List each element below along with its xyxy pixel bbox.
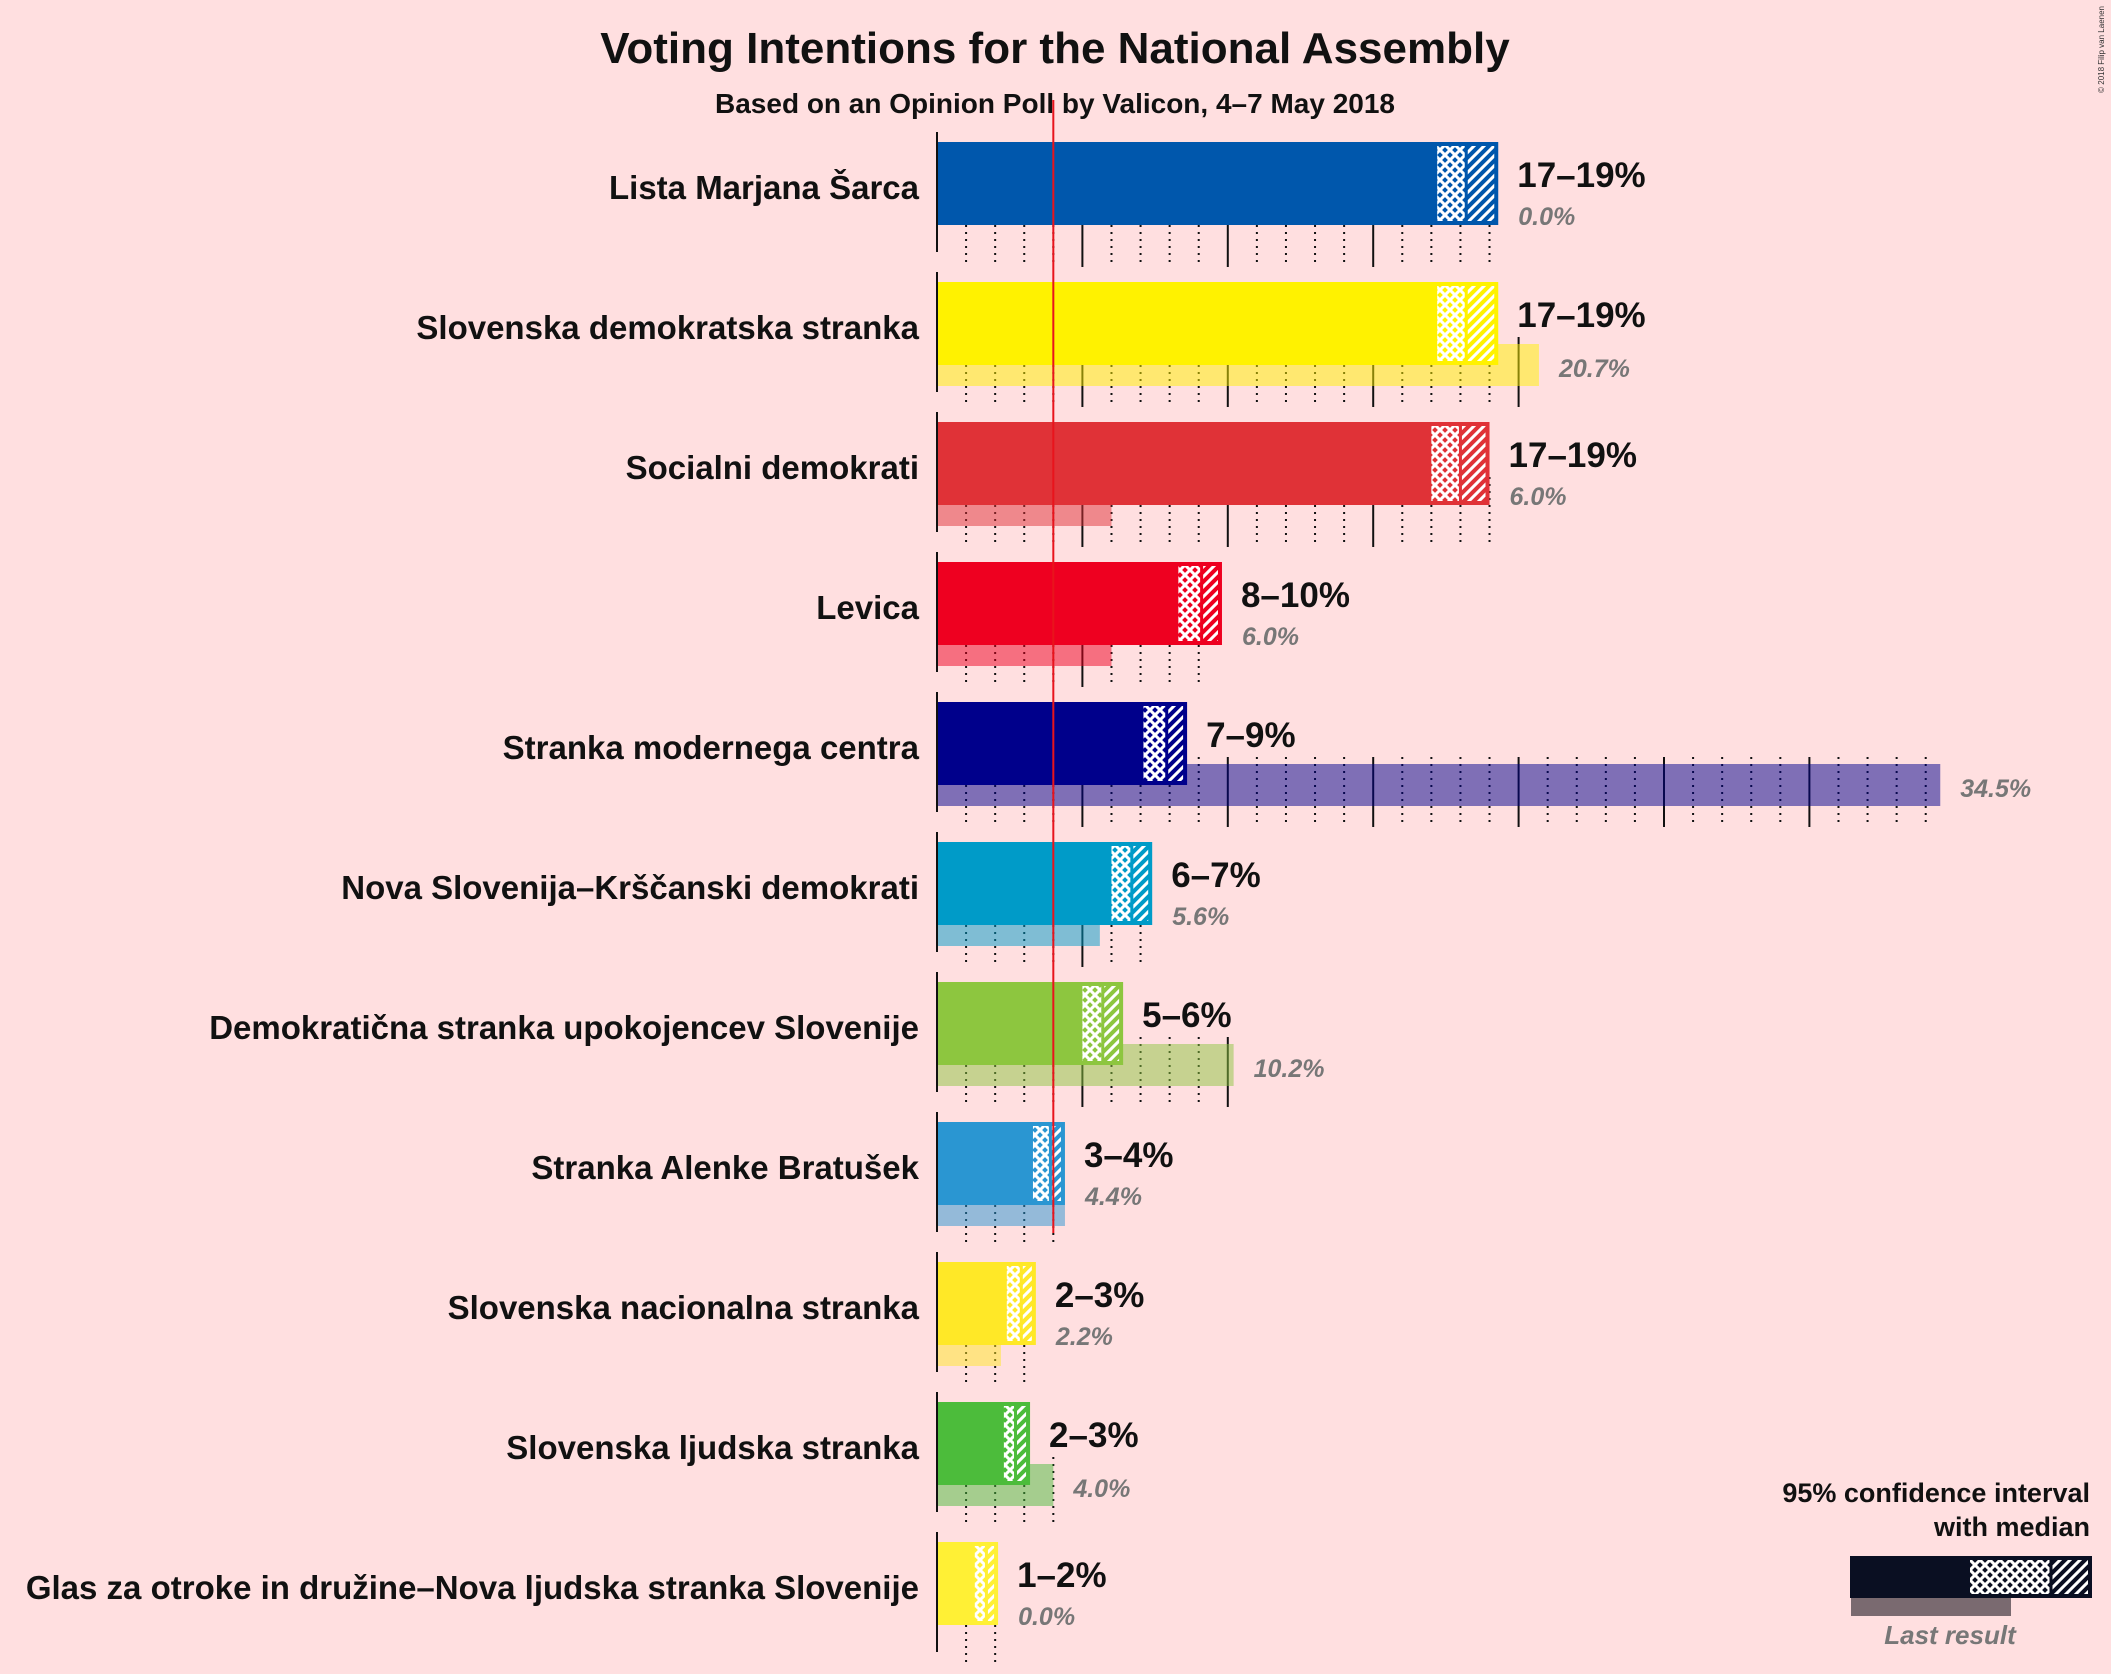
range-label: 17–19%: [1517, 156, 1645, 195]
last-result-label: 0.0%: [1518, 203, 1575, 231]
ci-upper-hatch: [986, 1546, 995, 1621]
ci-lower-hatch: [1111, 846, 1132, 921]
legend-ci-text: 95% confidence interval: [1782, 1478, 2090, 1508]
party-label: Levica: [816, 589, 919, 626]
party-row: Slovenska nacionalna stranka 2–3% 2.2%: [448, 1252, 1145, 1387]
range-label: 17–19%: [1509, 436, 1637, 475]
ci-lower-hatch: [1003, 1406, 1016, 1481]
last-result-label: 20.7%: [1558, 355, 1630, 383]
party-label: Socialni demokrati: [626, 449, 919, 486]
range-label: 2–3%: [1049, 1416, 1139, 1455]
party-row: Slovenska ljudska stranka 2–3% 4.0%: [506, 1392, 1139, 1527]
party-label: Slovenska ljudska stranka: [506, 1429, 919, 1466]
ci-upper-hatch: [1460, 426, 1486, 501]
legend-last-text: Last result: [1884, 1620, 2017, 1650]
party-row: Stranka Alenke Bratušek 3–4% 4.4%: [531, 1112, 1173, 1247]
party-row: Socialni demokrati 17–19% 6.0%: [626, 412, 1637, 547]
ci-bar-solid: [937, 1122, 1033, 1205]
range-label: 2–3%: [1055, 1276, 1145, 1315]
party-label: Slovenska demokratska stranka: [416, 309, 919, 346]
party-row: Glas za otroke in družine–Nova ljudska s…: [26, 1532, 1107, 1667]
ci-bar-solid: [937, 562, 1179, 645]
ci-upper-hatch: [1102, 986, 1120, 1061]
range-label: 3–4%: [1084, 1136, 1174, 1175]
ci-bar-solid: [937, 702, 1144, 785]
chart-title: Voting Intentions for the National Assem…: [600, 24, 1510, 73]
last-result-label: 6.0%: [1510, 483, 1567, 511]
copyright: © 2018 Filip van Laenen: [2097, 6, 2106, 93]
ci-lower-hatch: [1437, 286, 1467, 361]
ci-upper-hatch: [1131, 846, 1149, 921]
ci-lower-hatch: [1178, 566, 1202, 641]
legend-median-text: with median: [1933, 1512, 2090, 1542]
last-result-label: 6.0%: [1242, 623, 1299, 651]
last-result-label: 4.4%: [1084, 1183, 1142, 1211]
party-label: Demokratična stranka upokojencev Sloveni…: [209, 1009, 919, 1046]
ci-upper-hatch: [1015, 1406, 1027, 1481]
party-label: Slovenska nacionalna stranka: [448, 1289, 920, 1326]
range-label: 17–19%: [1517, 296, 1645, 335]
ci-lower-hatch: [1032, 1126, 1051, 1201]
ci-upper-hatch: [1201, 566, 1218, 641]
ci-lower-hatch: [974, 1546, 987, 1621]
ci-lower-hatch: [1006, 1266, 1022, 1341]
ci-bar-solid: [937, 142, 1438, 225]
last-result-label: 2.2%: [1055, 1323, 1113, 1351]
party-row: Slovenska demokratska stranka 17–19% 20.7%: [416, 272, 1646, 407]
ci-upper-hatch: [1166, 706, 1184, 781]
legend: 95% confidence interval with median Last…: [1782, 1478, 2092, 1650]
last-result-label: 5.6%: [1172, 903, 1229, 931]
party-label: Stranka Alenke Bratušek: [531, 1149, 919, 1186]
ci-bar-solid: [937, 1542, 975, 1625]
range-label: 7–9%: [1206, 716, 1296, 755]
ci-upper-hatch: [1050, 1126, 1061, 1201]
ci-bar-solid: [937, 282, 1438, 365]
ci-upper-hatch: [1466, 146, 1495, 221]
last-result-label: 10.2%: [1254, 1055, 1325, 1083]
ci-bar-solid: [937, 422, 1432, 505]
ci-bar-solid: [937, 982, 1083, 1065]
party-row: Lista Marjana Šarca 17–19% 0.0%: [609, 132, 1646, 267]
ci-upper-hatch: [1466, 286, 1495, 361]
party-row: Stranka modernega centra 7–9% 34.5%: [503, 692, 2031, 827]
ci-lower-hatch: [1437, 146, 1467, 221]
legend-ci-low-half: [1970, 1560, 2051, 1594]
range-label: 1–2%: [1017, 1556, 1107, 1595]
legend-ci-high-half: [2051, 1560, 2088, 1594]
range-label: 6–7%: [1171, 856, 1261, 895]
ci-upper-hatch: [1021, 1266, 1032, 1341]
last-result-label: 4.0%: [1072, 1475, 1130, 1503]
party-row: Demokratična stranka upokojencev Sloveni…: [209, 972, 1325, 1107]
party-row: Levica 8–10% 6.0%: [816, 552, 1350, 687]
chart-subtitle: Based on an Opinion Poll by Valicon, 4–7…: [715, 88, 1395, 119]
ci-lower-hatch: [1082, 986, 1103, 1061]
range-label: 5–6%: [1142, 996, 1232, 1035]
bar-rows: Lista Marjana Šarca 17–19% 0.0% Slovenska d…: [26, 132, 2031, 1667]
party-label: Glas za otroke in družine–Nova ljudska s…: [26, 1569, 919, 1606]
ci-bar-solid: [937, 842, 1112, 925]
range-label: 8–10%: [1241, 576, 1350, 615]
ci-lower-hatch: [1143, 706, 1167, 781]
ci-bar-solid: [937, 1402, 1004, 1485]
party-label: Stranka modernega centra: [503, 729, 920, 766]
party-label: Lista Marjana Šarca: [609, 168, 920, 206]
ci-lower-hatch: [1431, 426, 1461, 501]
party-label: Nova Slovenija–Krščanski demokrati: [341, 869, 919, 906]
last-result-label: 34.5%: [1960, 775, 2031, 803]
last-result-label: 0.0%: [1018, 1603, 1075, 1631]
party-row: Nova Slovenija–Krščanski demokrati 6–7% 5.…: [341, 832, 1261, 967]
ci-bar-solid: [937, 1262, 1007, 1345]
